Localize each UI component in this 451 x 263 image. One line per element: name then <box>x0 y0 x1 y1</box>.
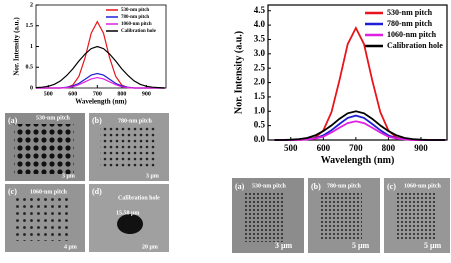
x-tick-label: 600 <box>68 91 77 97</box>
legend-label: 780-nm pitch <box>121 15 149 20</box>
x-tick-label: 500 <box>44 91 53 97</box>
y-tick-label: 1.5 <box>26 23 34 29</box>
y-tick-label: 2.0 <box>254 77 266 87</box>
y-tick-label: 2 <box>30 2 33 8</box>
x-tick-label: 600 <box>317 143 331 153</box>
sem-panel: (c) 1060-nm pitch 5 μm <box>384 178 450 253</box>
y-tick-label: 4.0 <box>254 19 266 29</box>
series-line <box>36 76 165 89</box>
series-line <box>35 45 165 89</box>
sem-panel: (c) 1060-nm pitch 4 μm <box>5 184 85 252</box>
panel-title: 780-nm pitch <box>327 183 361 189</box>
y-axis-label: Nor. Intensity (a.u.) <box>233 31 244 114</box>
y-tick-label: 1.0 <box>254 105 266 115</box>
legend-label: 530-nm pitch <box>121 8 149 13</box>
panel-label: (d) <box>92 187 102 196</box>
y-tick-label: 3.5 <box>254 34 266 44</box>
panel-title: 530-nm pitch <box>252 183 286 189</box>
y-tick-label: 1 <box>30 44 33 50</box>
y-tick-label: 0.0 <box>254 134 266 144</box>
scale-label: 3 μm <box>275 241 293 250</box>
y-tick-label: 4.5 <box>254 5 266 15</box>
x-axis-label: Wavelength (nm) <box>321 155 395 166</box>
panel-label: (a) <box>235 182 245 191</box>
x-tick-label: 500 <box>284 143 298 153</box>
y-tick-label: 2.5 <box>254 62 266 72</box>
scale-label: 5 μm <box>352 241 370 250</box>
legend-label: Calibration hole <box>387 41 443 50</box>
y-tick-label: 0.5 <box>254 120 266 130</box>
sem-panel: (a) 530-nm pitch 3 μm <box>5 113 85 181</box>
scale-label: 5 μm <box>424 241 442 250</box>
legend-label: Calibration hole <box>121 29 157 34</box>
series-line <box>274 120 446 141</box>
x-tick-label: 900 <box>414 143 428 153</box>
panel-label: (b) <box>92 116 102 125</box>
x-tick-label: 900 <box>142 91 151 97</box>
x-axis-label: Wavelength (nm) <box>75 97 127 105</box>
panel-label: (c) <box>387 182 396 191</box>
sem-panel: (b) 780-nm pitch 3 μm <box>89 113 169 181</box>
sem-panel: (b) 780-nm pitch 5 μm <box>308 178 380 253</box>
panel-note: 15.58 μm <box>116 210 139 216</box>
y-tick-label: 3.0 <box>254 48 266 58</box>
y-axis-label: Nor. Intensity (a.u.) <box>12 17 20 76</box>
y-tick-label: 0 <box>30 85 33 91</box>
scale-label: 3 μm <box>146 173 159 179</box>
panel-title: Calibration hole <box>118 195 160 201</box>
panel-title: 530-nm pitch <box>36 115 70 121</box>
legend-label: 780-nm pitch <box>387 19 433 28</box>
panel-title: 1060-nm pitch <box>30 189 67 195</box>
series-line <box>274 114 446 141</box>
plot-frame <box>267 4 448 141</box>
y-tick-label: 0.5 <box>26 65 34 71</box>
scale-label: 3 μm <box>62 173 75 179</box>
scale-label: 4 μm <box>64 244 77 250</box>
sem-panel: (a) 530-nm pitch 3 μm <box>232 178 304 253</box>
x-tick-label: 800 <box>382 143 396 153</box>
scale-label: 20 μm <box>142 244 158 250</box>
series-line <box>274 110 446 141</box>
panel-label: (b) <box>311 182 321 191</box>
y-tick-label: 1.5 <box>254 91 266 101</box>
x-tick-label: 800 <box>117 91 126 97</box>
legend-label: 530-nm pitch <box>387 8 433 17</box>
panel-title: 780-nm pitch <box>118 118 152 124</box>
x-tick-label: 700 <box>349 143 363 153</box>
panel-title: 1060-nm pitch <box>404 183 441 189</box>
x-tick-label: 700 <box>93 91 102 97</box>
legend-label: 1060-nm pitch <box>121 22 152 27</box>
legend-label: 1060-nm pitch <box>387 30 437 39</box>
panel-label: (c) <box>8 187 17 196</box>
sem-panel: (d) Calibration hole 15.58 μm 20 μm <box>89 184 169 252</box>
panel-label: (a) <box>8 116 18 125</box>
